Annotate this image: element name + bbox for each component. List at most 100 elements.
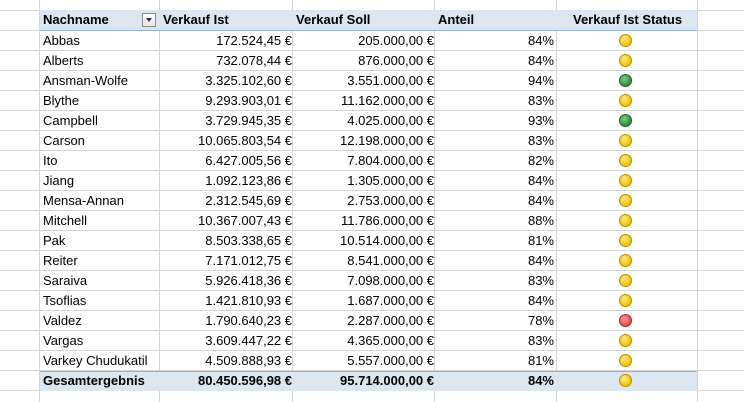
grid-line — [0, 50, 744, 51]
cell-nachname[interactable]: Valdez — [43, 313, 82, 328]
cell-verkauf-soll[interactable]: 11.786.000,00 € — [340, 213, 434, 228]
cell-anteil[interactable]: 83% — [527, 93, 554, 108]
cell-nachname[interactable]: Blythe — [43, 93, 80, 108]
cell-verkauf-soll[interactable]: 12.198.000,00 € — [340, 133, 434, 148]
cell-nachname[interactable]: Saraiva — [43, 273, 88, 288]
status-indicator-icon — [619, 54, 632, 67]
header-nachname[interactable]: Nachname — [43, 12, 109, 27]
cell-anteil[interactable]: 78% — [527, 313, 554, 328]
cell-anteil[interactable]: 83% — [527, 273, 554, 288]
status-indicator-icon — [619, 294, 632, 307]
cell-verkauf-ist[interactable]: 4.509.888,93 € — [205, 353, 292, 368]
cell-verkauf-ist[interactable]: 1.421.810,93 € — [205, 293, 292, 308]
cell-nachname[interactable]: Pak — [43, 233, 66, 248]
cell-nachname[interactable]: Jiang — [43, 173, 75, 188]
cell-verkauf-soll[interactable]: 1.687.000,00 € — [347, 293, 434, 308]
cell-nachname[interactable]: Vargas — [43, 333, 84, 348]
cell-anteil[interactable]: 84% — [527, 53, 554, 68]
status-indicator-icon — [619, 174, 632, 187]
grid-line — [0, 330, 744, 331]
cell-verkauf-soll[interactable]: 7.098.000,00 € — [347, 273, 434, 288]
cell-verkauf-soll[interactable]: 2.753.000,00 € — [347, 193, 434, 208]
cell-anteil[interactable]: 82% — [527, 153, 554, 168]
cell-verkauf-ist[interactable]: 9.293.903,01 € — [205, 93, 292, 108]
cell-anteil[interactable]: 84% — [527, 253, 554, 268]
cell-nachname[interactable]: Tsoflias — [43, 293, 87, 308]
total-row: Gesamtergebnis 80.450.596,98 € 95.714.00… — [0, 371, 744, 391]
status-indicator-icon — [619, 334, 632, 347]
total-label[interactable]: Gesamtergebnis — [43, 373, 145, 388]
total-verkauf-ist[interactable]: 80.450.596,98 € — [198, 373, 292, 388]
cell-verkauf-soll[interactable]: 10.514.000,00 € — [340, 233, 434, 248]
cell-verkauf-soll[interactable]: 5.557.000,00 € — [347, 353, 434, 368]
status-indicator-icon — [619, 254, 632, 267]
header-row-background — [40, 10, 697, 30]
header-verkauf-ist[interactable]: Verkauf Ist — [163, 12, 229, 27]
cell-anteil[interactable]: 81% — [527, 353, 554, 368]
total-verkauf-soll[interactable]: 95.714.000,00 € — [340, 373, 434, 388]
cell-anteil[interactable]: 84% — [527, 173, 554, 188]
cell-verkauf-ist[interactable]: 3.325.102,60 € — [205, 73, 292, 88]
cell-nachname[interactable]: Carson — [43, 133, 85, 148]
grid-line — [0, 350, 744, 351]
cell-verkauf-ist[interactable]: 732.078,44 € — [216, 53, 292, 68]
cell-verkauf-ist[interactable]: 1.790.640,23 € — [205, 313, 292, 328]
total-anteil[interactable]: 84% — [527, 373, 554, 388]
cell-nachname[interactable]: Varkey Chudukatil — [43, 353, 148, 368]
status-indicator-icon — [619, 354, 632, 367]
cell-nachname[interactable]: Campbell — [43, 113, 98, 128]
filter-dropdown-button[interactable] — [142, 13, 156, 27]
table-row: Valdez 1.790.640,23 € 2.287.000,00 € 78% — [0, 311, 744, 331]
cell-verkauf-ist[interactable]: 10.367.007,43 € — [198, 213, 292, 228]
cell-verkauf-soll[interactable]: 3.551.000,00 € — [347, 73, 434, 88]
grid-line — [292, 0, 293, 402]
cell-verkauf-ist[interactable]: 5.926.418,36 € — [205, 273, 292, 288]
cell-anteil[interactable]: 81% — [527, 233, 554, 248]
header-verkauf-soll[interactable]: Verkauf Soll — [296, 12, 371, 27]
cell-nachname[interactable]: Ansman-Wolfe — [43, 73, 129, 88]
cell-verkauf-ist[interactable]: 3.609.447,22 € — [205, 333, 292, 348]
cell-anteil[interactable]: 94% — [527, 73, 554, 88]
table-row: Ito 6.427.005,56 € 7.804.000,00 € 82% — [0, 151, 744, 171]
cell-nachname[interactable]: Mitchell — [43, 213, 88, 228]
cell-verkauf-ist[interactable]: 1.092.123,86 € — [205, 173, 292, 188]
cell-verkauf-ist[interactable]: 3.729.945,35 € — [205, 113, 292, 128]
cell-verkauf-ist[interactable]: 7.171.012,75 € — [205, 253, 292, 268]
cell-verkauf-soll[interactable]: 205.000,00 € — [358, 33, 434, 48]
cell-anteil[interactable]: 93% — [527, 113, 554, 128]
cell-nachname[interactable]: Reiter — [43, 253, 78, 268]
table-row: Varkey Chudukatil 4.509.888,93 € 5.557.000… — [0, 351, 744, 371]
cell-nachname[interactable]: Alberts — [43, 53, 84, 68]
cell-anteil[interactable]: 84% — [527, 33, 554, 48]
grid-line — [159, 0, 160, 402]
cell-nachname[interactable]: Abbas — [43, 33, 80, 48]
cell-anteil[interactable]: 84% — [527, 293, 554, 308]
cell-verkauf-ist[interactable]: 6.427.005,56 € — [205, 153, 292, 168]
status-indicator-icon — [619, 214, 632, 227]
cell-verkauf-ist[interactable]: 10.065.803,54 € — [198, 133, 292, 148]
cell-verkauf-soll[interactable]: 11.162.000,00 € — [340, 93, 434, 108]
cell-verkauf-ist[interactable]: 2.312.545,69 € — [205, 193, 292, 208]
cell-verkauf-soll[interactable]: 7.804.000,00 € — [347, 153, 434, 168]
header-anteil[interactable]: Anteil — [438, 12, 475, 27]
cell-anteil[interactable]: 83% — [527, 133, 554, 148]
cell-verkauf-ist[interactable]: 172.524,45 € — [216, 33, 292, 48]
cell-anteil[interactable]: 88% — [527, 213, 554, 228]
cell-anteil[interactable]: 83% — [527, 333, 554, 348]
cell-nachname[interactable]: Mensa-Annan — [43, 193, 124, 208]
cell-nachname[interactable]: Ito — [43, 153, 58, 168]
cell-anteil[interactable]: 84% — [527, 193, 554, 208]
cell-verkauf-soll[interactable]: 8.541.000,00 € — [347, 253, 434, 268]
cell-verkauf-soll[interactable]: 876.000,00 € — [358, 53, 434, 68]
header-verkauf-ist-status[interactable]: Verkauf Ist Status — [573, 12, 683, 27]
table-row: Pak 8.503.338,65 € 10.514.000,00 € 81% — [0, 231, 744, 251]
cell-verkauf-soll[interactable]: 4.025.000,00 € — [347, 113, 434, 128]
status-indicator-icon — [619, 194, 632, 207]
grid-line — [0, 130, 744, 131]
cell-verkauf-ist[interactable]: 8.503.338,65 € — [205, 233, 292, 248]
cell-verkauf-soll[interactable]: 4.365.000,00 € — [347, 333, 434, 348]
cell-verkauf-soll[interactable]: 1.305.000,00 € — [347, 173, 434, 188]
cell-verkauf-soll[interactable]: 2.287.000,00 € — [347, 313, 434, 328]
status-indicator-icon — [619, 154, 632, 167]
